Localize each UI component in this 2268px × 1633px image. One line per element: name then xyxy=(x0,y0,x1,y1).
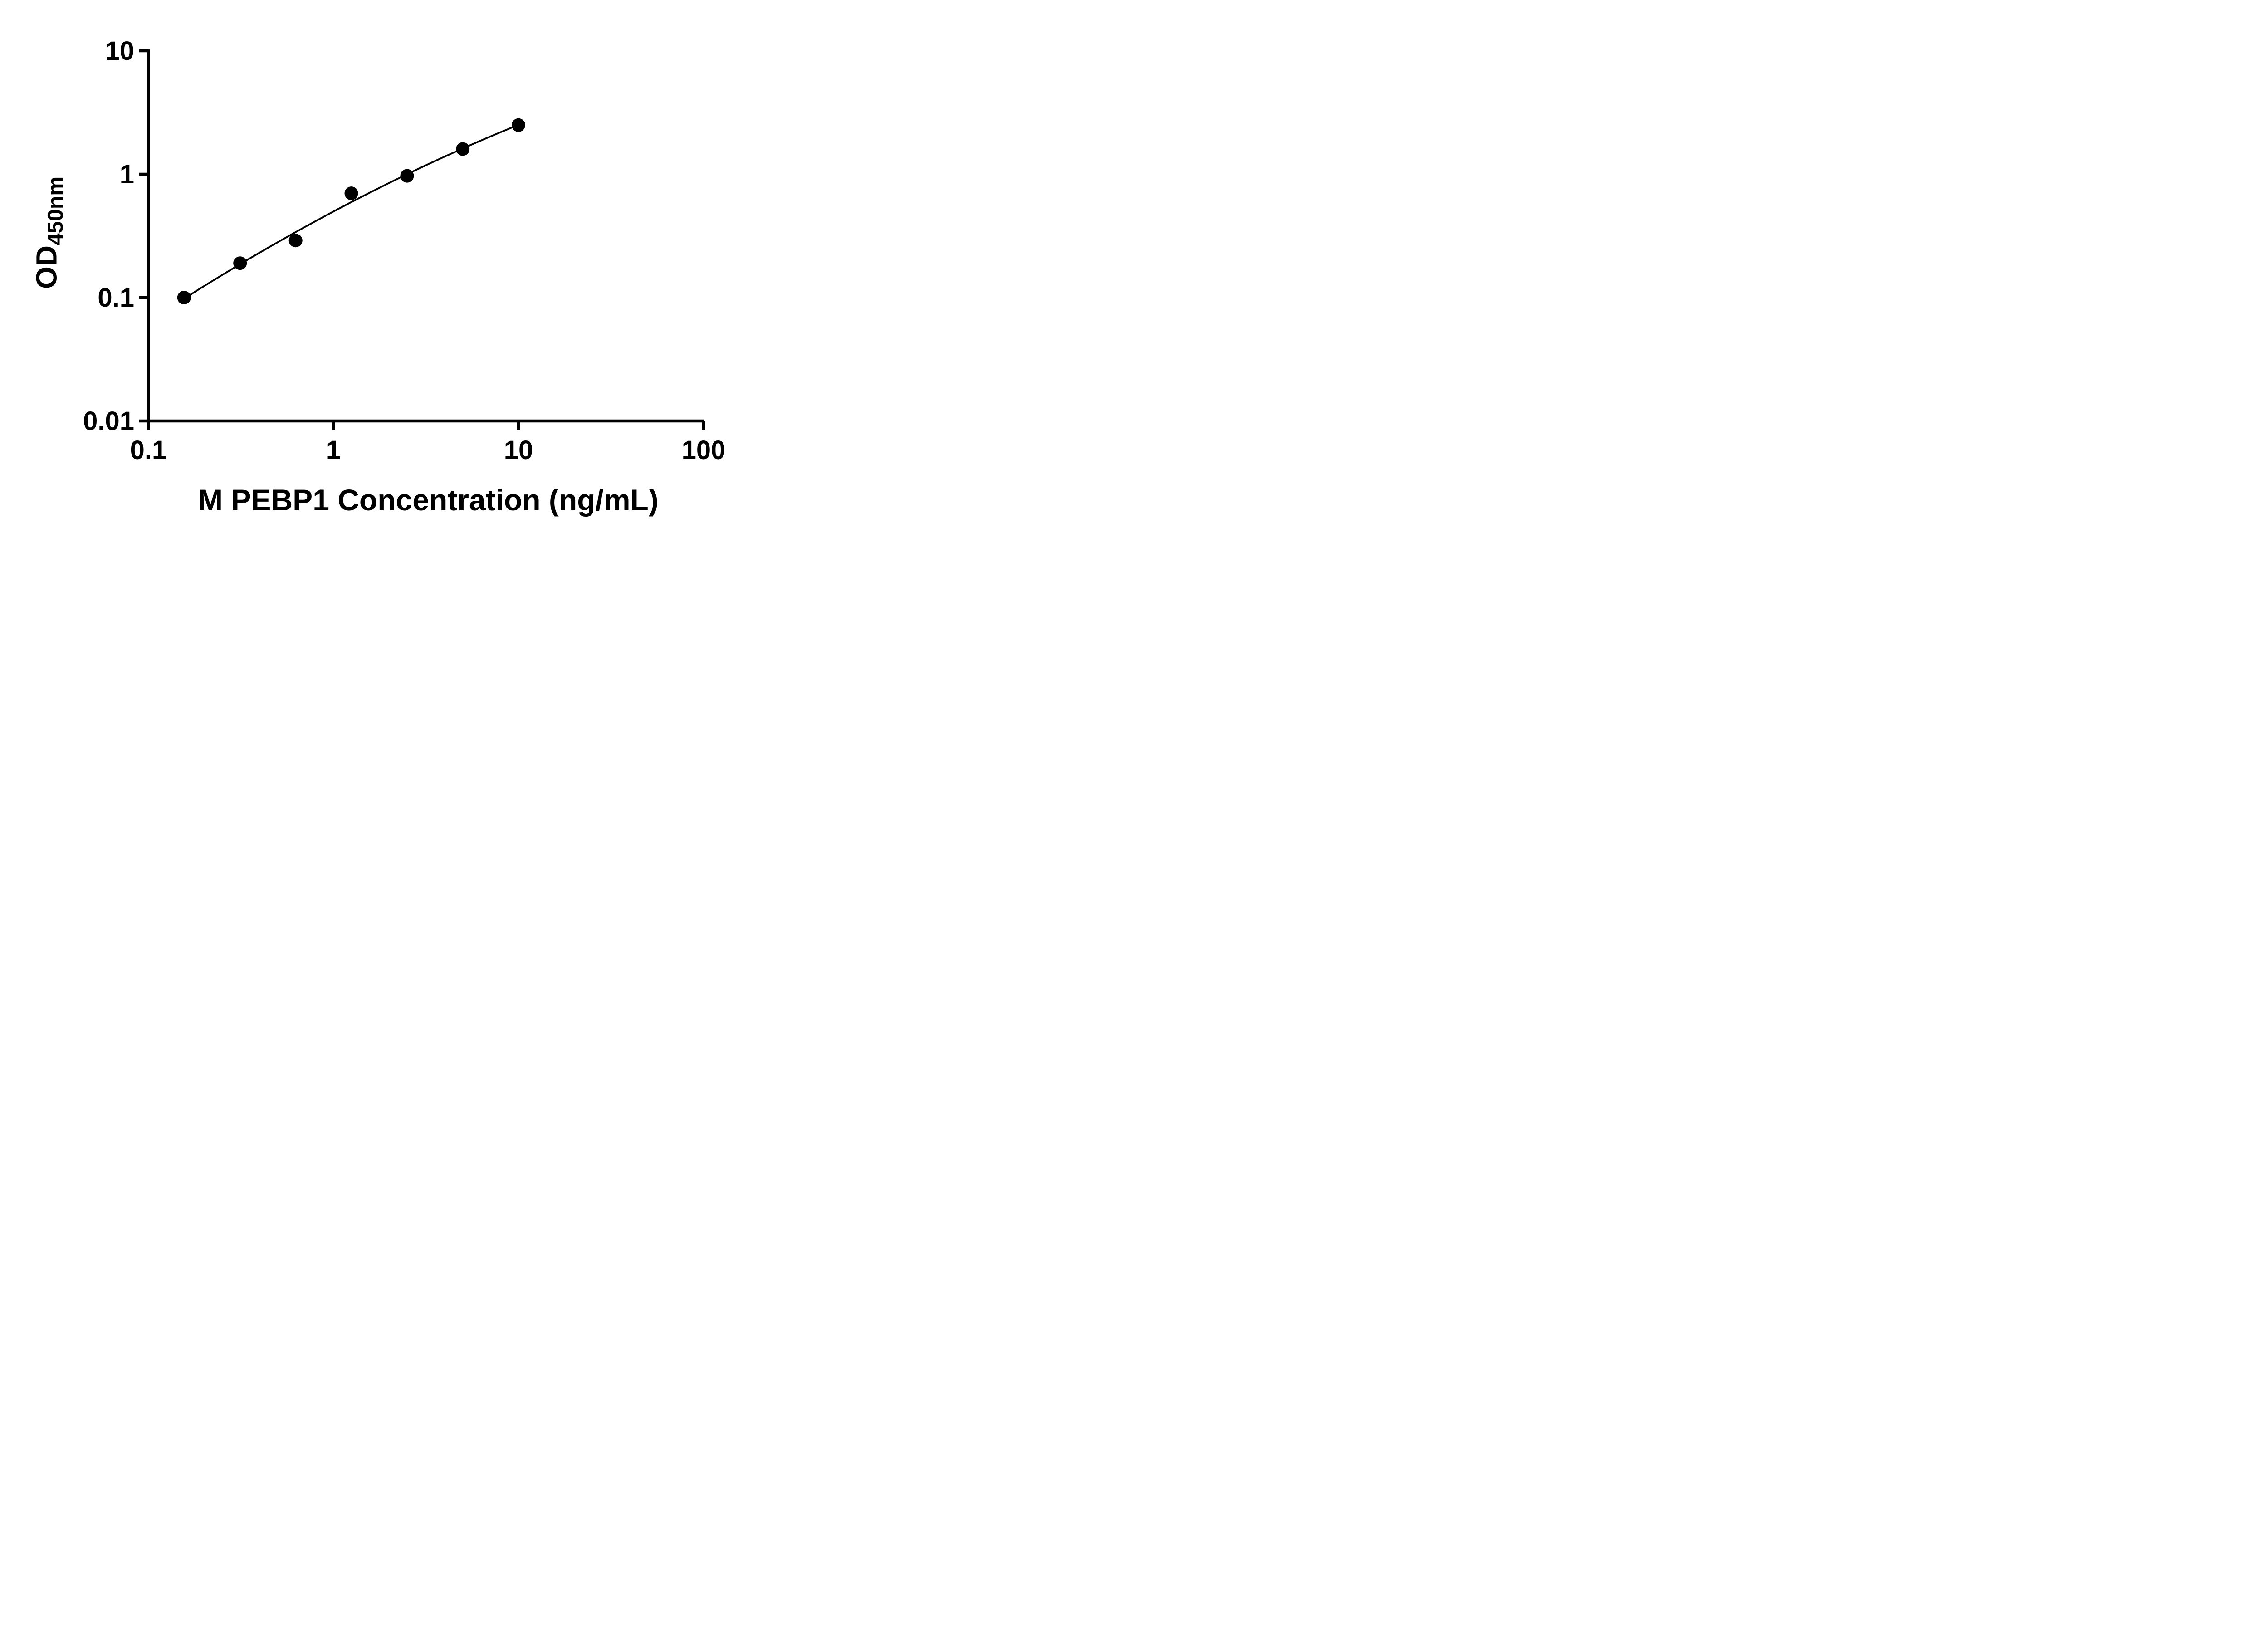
axes xyxy=(147,49,704,423)
y-tick-label: 10 xyxy=(105,36,134,66)
x-tick-label: 1 xyxy=(326,435,341,465)
x-axis-label: M PEBP1 Concentration (ng/mL) xyxy=(198,483,659,517)
x-tick-label: 0.1 xyxy=(130,435,167,465)
data-point xyxy=(233,256,247,270)
x-tick-label: 10 xyxy=(504,435,533,465)
elisa-standard-curve-chart: 10 1 0.1 0.01 0.1 1 10 100 OD450nm M PEBP1 Conc… xyxy=(0,0,777,544)
data-point xyxy=(288,234,303,248)
data-point xyxy=(400,169,414,183)
data-point xyxy=(344,186,358,200)
y-axis-label-main: OD xyxy=(30,245,63,289)
y-tick-label: 0.01 xyxy=(83,406,134,436)
y-axis-label-sub: 450nm xyxy=(44,176,68,246)
y-axis-label: OD450nm xyxy=(30,176,68,289)
y-tick-label: 1 xyxy=(120,160,134,189)
data-point xyxy=(512,118,525,132)
y-tick-label: 0.1 xyxy=(98,283,134,313)
x-tick-label: 100 xyxy=(682,435,726,465)
data-point xyxy=(456,142,470,156)
data-point xyxy=(177,291,191,304)
